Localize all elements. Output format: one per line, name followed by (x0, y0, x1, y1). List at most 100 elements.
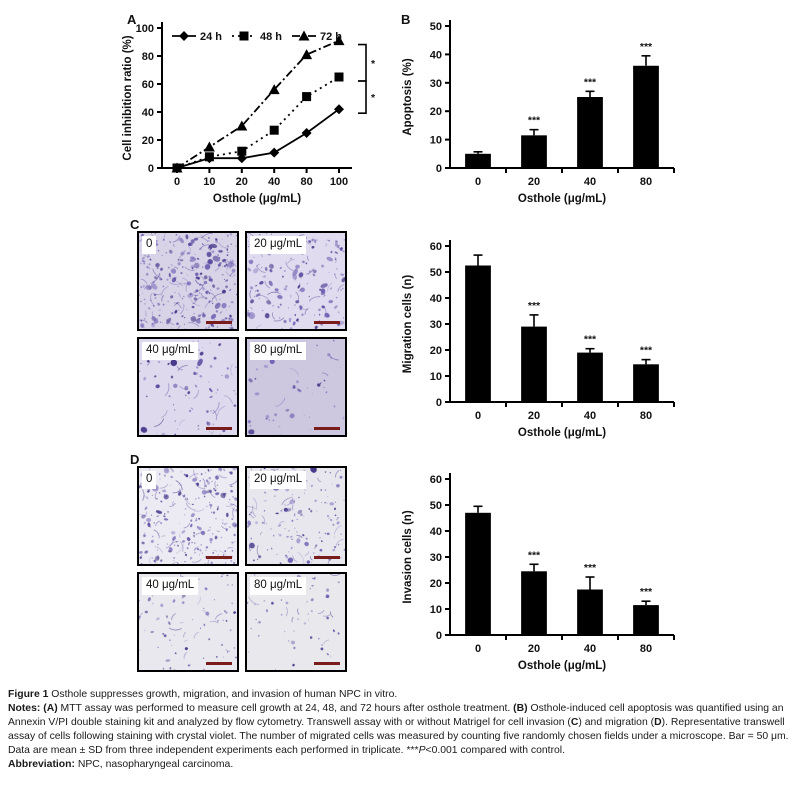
svg-text:40: 40 (584, 176, 596, 188)
svg-text:***: *** (528, 300, 541, 312)
svg-text:24 h: 24 h (200, 31, 222, 43)
caption-text-run: P (418, 745, 426, 756)
scale-bar (314, 556, 340, 559)
micrograph-dose-label: 40 μg/mL (142, 577, 199, 595)
svg-text:50: 50 (430, 21, 442, 33)
svg-text:20: 20 (430, 578, 442, 590)
svg-text:***: *** (528, 549, 541, 561)
svg-text:80: 80 (142, 51, 154, 63)
svg-text:Cell inhibition ratio (%): Cell inhibition ratio (%) (122, 35, 134, 160)
micrograph-dose-label: 80 μg/mL (250, 577, 307, 595)
micrograph-dose-label: 0 (142, 471, 157, 489)
micrograph-dose-label: 80 μg/mL (250, 342, 307, 360)
micrograph-invasion-0: 0 (137, 466, 239, 566)
svg-text:Migration cells (n): Migration cells (n) (402, 275, 414, 374)
micrograph-migration-40: 40 μg/mL (137, 337, 239, 437)
scale-bar (206, 662, 232, 665)
svg-text:*: * (371, 58, 376, 70)
caption-text-run: Abbreviation: (8, 759, 75, 770)
svg-text:0: 0 (475, 643, 481, 655)
caption-text-run: (A) (43, 703, 58, 714)
svg-text:0: 0 (475, 410, 481, 422)
panel-a-letter: A (127, 12, 137, 27)
scale-bar (314, 321, 340, 324)
svg-text:80: 80 (300, 176, 312, 188)
svg-text:0: 0 (436, 630, 442, 642)
svg-text:20: 20 (430, 106, 442, 118)
caption-text-run: C (570, 717, 579, 728)
scale-bar (206, 427, 232, 430)
svg-text:80: 80 (640, 410, 652, 422)
svg-text:40: 40 (584, 643, 596, 655)
svg-text:***: *** (584, 562, 597, 574)
micrograph-migration-80: 80 μg/mL (245, 337, 347, 437)
caption-text-run: Notes: (8, 703, 41, 714)
svg-text:20: 20 (528, 410, 540, 422)
svg-text:***: *** (640, 41, 653, 53)
micrograph-dose-label: 40 μg/mL (142, 342, 199, 360)
svg-text:30: 30 (430, 319, 442, 331)
svg-text:20: 20 (430, 345, 442, 357)
svg-text:40: 40 (268, 176, 280, 188)
migration-bar-chart: 0 10 20 30 40 50 60 Osthole (μg/mL) Migration ce… (402, 240, 675, 439)
svg-text:10: 10 (430, 604, 442, 616)
caption-text-run: ). Representative transwell assay of cel… (8, 717, 789, 756)
svg-text:*: * (371, 92, 376, 104)
micrograph-migration-20: 20 μg/mL (245, 231, 347, 331)
svg-text:Apoptosis (%): Apoptosis (%) (402, 58, 414, 135)
caption-text-run: ) and migration ( (578, 717, 655, 728)
caption-text-run: (B) (513, 703, 528, 714)
svg-text:50: 50 (430, 500, 442, 512)
svg-text:10: 10 (430, 371, 442, 383)
panel-c-letter: C (130, 217, 140, 232)
svg-text:0: 0 (436, 163, 442, 175)
svg-text:60: 60 (142, 79, 154, 91)
caption-text-run: D (654, 717, 662, 728)
svg-text:0: 0 (436, 397, 442, 409)
svg-text:100: 100 (330, 176, 348, 188)
micrograph-invasion-80: 80 μg/mL (245, 572, 347, 672)
scale-bar (314, 427, 340, 430)
svg-text:60: 60 (430, 474, 442, 486)
svg-text:100: 100 (136, 23, 154, 35)
panel-b-letter: B (401, 12, 411, 27)
svg-text:***: *** (584, 334, 597, 346)
svg-text:72 h: 72 h (320, 31, 342, 43)
caption-text-run: Osthole suppresses growth, migration, an… (48, 689, 398, 700)
scale-bar (206, 321, 232, 324)
svg-text:10: 10 (430, 135, 442, 147)
apoptosis-bar-chart: 0 10 20 30 40 50 Osthole (μg/mL) Apoptosis (%) 0… (402, 20, 675, 205)
caption-text-run: NPC, nasopharyngeal carcinoma. (74, 759, 234, 770)
scale-bar (314, 662, 340, 665)
svg-text:20: 20 (236, 176, 248, 188)
panel-d-letter: D (130, 452, 140, 467)
caption-text-run: <0.001 compared with control. (425, 745, 566, 756)
caption-text-run: Osthole-induced cell apoptosis was quant… (8, 703, 784, 728)
svg-text:20: 20 (528, 643, 540, 655)
svg-text:***: *** (528, 115, 541, 127)
svg-text:80: 80 (640, 176, 652, 188)
svg-text:40: 40 (142, 107, 154, 119)
svg-text:30: 30 (430, 552, 442, 564)
svg-text:***: *** (640, 586, 653, 598)
svg-text:10: 10 (203, 176, 215, 188)
micrograph-migration-0: 0 (137, 231, 239, 331)
svg-text:80: 80 (640, 643, 652, 655)
migration-micrograph-grid: 0 20 μg/mL 40 μg/mL 80 μg/mL (137, 231, 347, 437)
svg-text:40: 40 (430, 293, 442, 305)
invasion-bar-chart: 0 10 20 30 40 50 60 Osthole (μg/mL) Invasion cel… (402, 473, 675, 672)
micrograph-invasion-40: 40 μg/mL (137, 572, 239, 672)
caption-abbreviation: Abbreviation: NPC, nasopharyngeal carcin… (8, 758, 802, 772)
caption-notes: Notes: (A) MTT assay was performed to me… (8, 702, 802, 758)
caption-title: Figure 1 Osthole suppresses growth, migr… (8, 688, 802, 702)
svg-text:20: 20 (142, 135, 154, 147)
micrograph-dose-label: 20 μg/mL (250, 471, 307, 489)
svg-text:0: 0 (148, 163, 154, 175)
svg-text:Osthole (μg/mL): Osthole (μg/mL) (518, 660, 606, 672)
invasion-micrograph-grid: 0 20 μg/mL 40 μg/mL 80 μg/mL (137, 466, 347, 672)
svg-text:40: 40 (584, 410, 596, 422)
svg-text:Osthole (μg/mL): Osthole (μg/mL) (518, 193, 606, 205)
svg-text:0: 0 (475, 176, 481, 188)
